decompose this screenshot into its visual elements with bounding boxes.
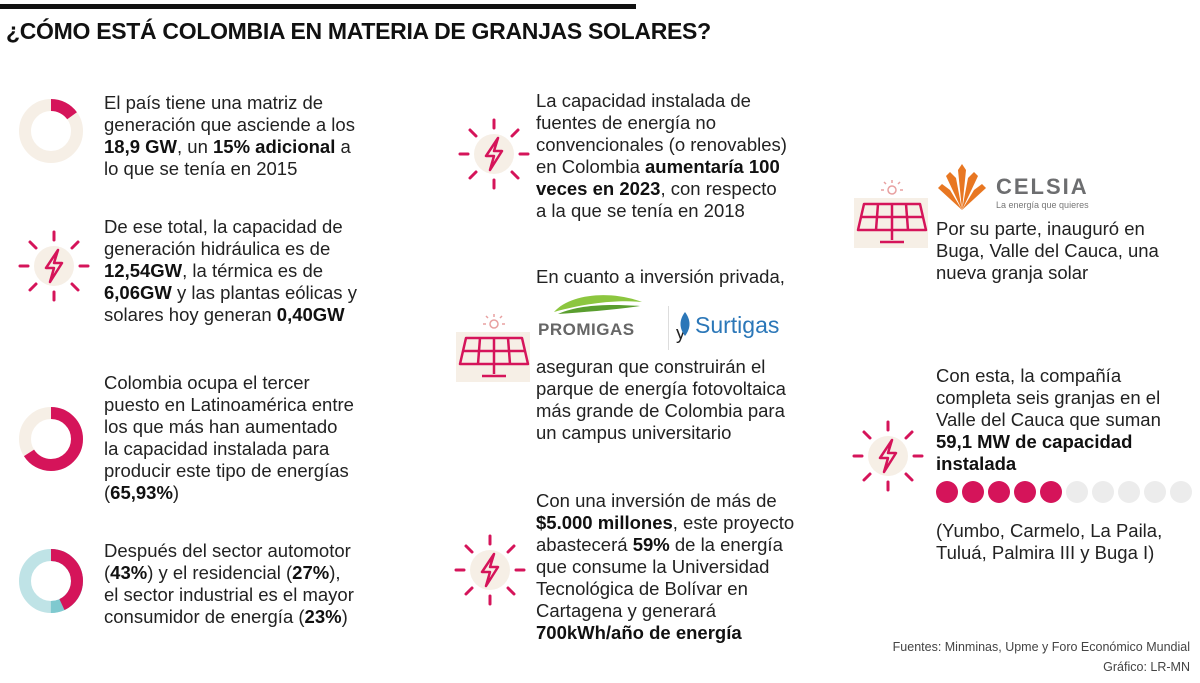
dot-empty	[1144, 481, 1166, 503]
surtigas-logo: Surtigas	[668, 306, 809, 350]
text-block-lista-granjas: (Yumbo, Carmelo, La Paila, Tuluá, Palmir…	[936, 520, 1163, 563]
dot-empty	[1092, 481, 1114, 503]
sources-text: Fuentes: Minminas, Upme y Foro Económico…	[892, 640, 1190, 654]
text-block-latinoamerica: Colombia ocupa el tercer puesto en Latin…	[104, 372, 354, 503]
dot-empty	[1170, 481, 1192, 503]
text-block-capacidad: De ese total, la capacidad de generación…	[104, 216, 357, 325]
text-block-celsia: Por su parte, inauguró en Buga, Valle de…	[936, 218, 1159, 283]
text-block-universidad: Con una inversión de más de $5.000 millo…	[536, 490, 795, 643]
promigas-logo: PROMIGAS	[538, 292, 658, 344]
text-block-parque: aseguran que construirán el parque de en…	[536, 356, 786, 443]
conjunction-y: y	[676, 322, 686, 343]
solar-panel-icon	[456, 314, 530, 382]
celsia-logo: CELSIA La energía que quieres	[936, 160, 1106, 214]
graphic-credit: Gráfico: LR-MN	[1103, 660, 1190, 674]
lightning-icon	[852, 420, 924, 492]
title-rule	[0, 4, 636, 9]
solar-panel-icon	[854, 180, 928, 248]
dot-filled	[936, 481, 958, 503]
donut-15-icon	[19, 99, 83, 163]
page-title: ¿CÓMO ESTÁ COLOMBIA EN MATERIA DE GRANJA…	[6, 18, 711, 44]
dot-filled	[1014, 481, 1036, 503]
dot-filled	[1040, 481, 1062, 503]
lightning-icon	[454, 534, 526, 606]
dot-filled	[962, 481, 984, 503]
donut-65-icon	[19, 407, 83, 471]
lightning-icon	[458, 118, 530, 190]
dot-filled	[988, 481, 1010, 503]
donut-sectors-icon	[19, 549, 83, 613]
dot-empty	[1066, 481, 1088, 503]
farm-dots	[936, 481, 1192, 503]
text-block-no-convencionales: La capacidad instalada de fuentes de ene…	[536, 90, 787, 221]
dot-empty	[1118, 481, 1140, 503]
text-block-sectores: Después del sector automotor (43%) y el …	[104, 540, 354, 627]
lightning-icon	[18, 230, 90, 302]
text-block-matriz: El país tiene una matriz de generación q…	[104, 92, 355, 179]
text-inversion-privada: En cuanto a inversión privada,	[536, 266, 785, 287]
text-block-granjas: Con esta, la compañía completa seis gran…	[936, 365, 1161, 474]
